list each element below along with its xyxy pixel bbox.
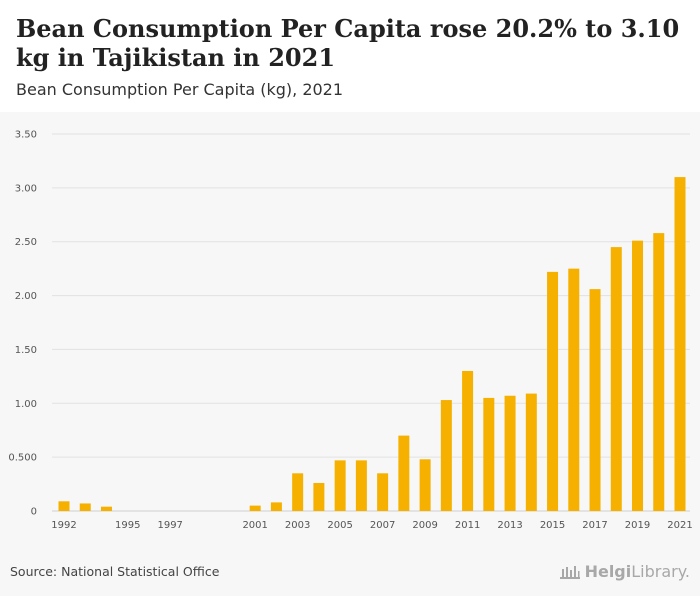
bar-2021[interactable] — [674, 177, 686, 511]
y-tick-label: 2.00 — [15, 291, 37, 302]
library-building-icon — [559, 565, 580, 579]
source-note: Source: National Statistical Office — [10, 564, 220, 579]
bar-2014[interactable] — [525, 393, 537, 511]
x-tick-label-2003: 2003 — [285, 520, 310, 531]
y-tick-label: 0.500 — [8, 453, 37, 464]
x-tick-label-2001: 2001 — [242, 520, 267, 531]
bar-2006[interactable] — [355, 460, 367, 511]
bar-2017[interactable] — [589, 289, 601, 511]
y-tick-label: 0 — [31, 507, 37, 518]
bar-2015[interactable] — [547, 271, 559, 511]
x-tick-label-2013: 2013 — [497, 520, 522, 531]
chart-subtitle: Bean Consumption Per Capita (kg), 2021 — [16, 80, 344, 99]
bar-chart: 0 0.500 1.00 1.50 2.00 2.50 3.00 3.50 1992 1995 19… — [8, 130, 692, 532]
bar-2019[interactable] — [632, 240, 644, 511]
x-tick-label-2007: 2007 — [370, 520, 395, 531]
y-tick-label: 1.00 — [15, 399, 37, 410]
bar-2010[interactable] — [440, 400, 452, 511]
bar-2005[interactable] — [334, 460, 346, 511]
y-tick-label: 3.00 — [15, 183, 37, 194]
bar-2013[interactable] — [504, 395, 516, 511]
bar-2009[interactable] — [419, 459, 431, 511]
x-tick-label-2011: 2011 — [455, 520, 480, 531]
x-tick-label-1992: 1992 — [51, 520, 76, 531]
bar-2008[interactable] — [398, 435, 410, 511]
bar-2002[interactable] — [270, 502, 282, 511]
x-tick-label-1997: 1997 — [157, 520, 182, 531]
bar-2001[interactable] — [249, 505, 261, 511]
y-tick-label: 2.50 — [15, 237, 37, 248]
y-tick-label: 1.50 — [15, 345, 37, 356]
x-tick-label-2019: 2019 — [625, 520, 650, 531]
page-title: Bean Consumption Per Capita rose 20.2% t… — [16, 14, 680, 72]
bar-2004[interactable] — [313, 482, 325, 511]
y-tick-label: 3.50 — [15, 130, 37, 141]
x-tick-label-2015: 2015 — [540, 520, 565, 531]
helgi-library-logo[interactable]: HelgiLibrary. — [559, 562, 690, 581]
x-tick-label-2005: 2005 — [327, 520, 352, 531]
bar-1994[interactable] — [100, 506, 112, 511]
x-tick-label-2021: 2021 — [667, 520, 692, 531]
brand-name-rest: Library. — [631, 562, 690, 581]
bar-1993[interactable] — [79, 503, 91, 511]
bar-2011[interactable] — [462, 370, 474, 511]
bar-2018[interactable] — [610, 247, 622, 511]
chart-area: 0 0.500 1.00 1.50 2.00 2.50 3.00 3.50 1992 1995 19… — [0, 112, 700, 596]
bar-2016[interactable] — [568, 268, 580, 511]
x-tick-label-1995: 1995 — [115, 520, 140, 531]
bar-2012[interactable] — [483, 397, 495, 511]
brand-name-bold: Helgi — [584, 562, 632, 581]
chart-header: Bean Consumption Per Capita rose 20.2% t… — [0, 0, 700, 112]
bar-2020[interactable] — [653, 233, 665, 511]
bar-2003[interactable] — [292, 473, 304, 511]
bar-1992[interactable] — [58, 501, 70, 511]
x-tick-label-2017: 2017 — [582, 520, 607, 531]
bar-2007[interactable] — [377, 473, 389, 511]
x-tick-label-2009: 2009 — [412, 520, 437, 531]
